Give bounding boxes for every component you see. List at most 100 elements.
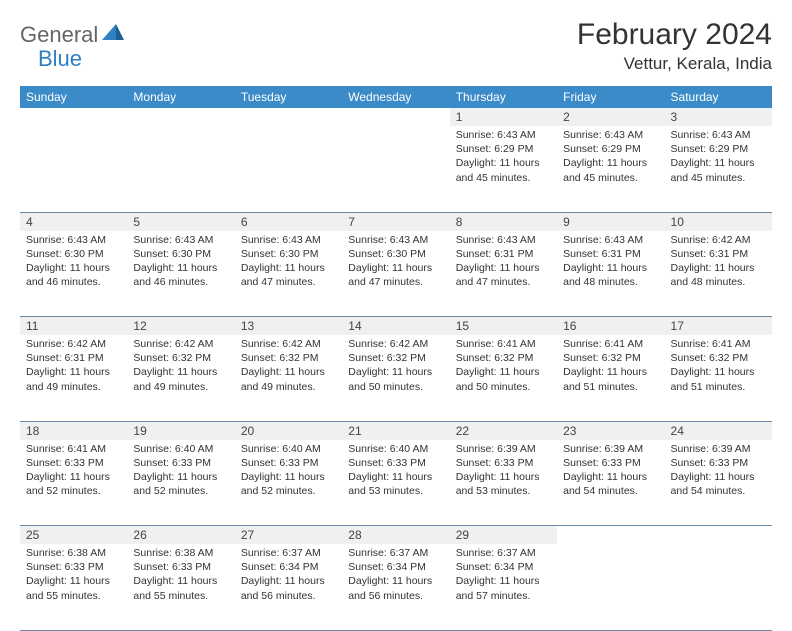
day-number-cell: 8 — [450, 212, 557, 231]
day-header: Sunday — [20, 86, 127, 108]
day-number-cell: 6 — [235, 212, 342, 231]
day-details: Sunrise: 6:42 AMSunset: 6:32 PMDaylight:… — [342, 335, 449, 398]
day-body-cell: Sunrise: 6:43 AMSunset: 6:30 PMDaylight:… — [127, 231, 234, 317]
day-body-cell: Sunrise: 6:38 AMSunset: 6:33 PMDaylight:… — [20, 544, 127, 630]
day-details: Sunrise: 6:40 AMSunset: 6:33 PMDaylight:… — [127, 440, 234, 503]
day-header: Saturday — [665, 86, 772, 108]
day-details: Sunrise: 6:43 AMSunset: 6:29 PMDaylight:… — [450, 126, 557, 189]
day-details: Sunrise: 6:39 AMSunset: 6:33 PMDaylight:… — [450, 440, 557, 503]
day-number-cell: 13 — [235, 317, 342, 336]
day-number-cell: 29 — [450, 526, 557, 545]
day-number-cell: 17 — [665, 317, 772, 336]
day-body-row: Sunrise: 6:41 AMSunset: 6:33 PMDaylight:… — [20, 440, 772, 526]
day-body-cell: Sunrise: 6:41 AMSunset: 6:33 PMDaylight:… — [20, 440, 127, 526]
day-body-cell: Sunrise: 6:37 AMSunset: 6:34 PMDaylight:… — [235, 544, 342, 630]
day-body-cell: Sunrise: 6:43 AMSunset: 6:30 PMDaylight:… — [20, 231, 127, 317]
day-body-cell: Sunrise: 6:38 AMSunset: 6:33 PMDaylight:… — [127, 544, 234, 630]
day-header: Tuesday — [235, 86, 342, 108]
day-details: Sunrise: 6:38 AMSunset: 6:33 PMDaylight:… — [20, 544, 127, 607]
day-number-cell: 21 — [342, 421, 449, 440]
day-number-cell: 11 — [20, 317, 127, 336]
day-number-cell: 2 — [557, 108, 664, 126]
day-body-cell: Sunrise: 6:42 AMSunset: 6:31 PMDaylight:… — [20, 335, 127, 421]
day-body-cell — [342, 126, 449, 212]
day-number-cell — [557, 526, 664, 545]
day-body-cell: Sunrise: 6:39 AMSunset: 6:33 PMDaylight:… — [450, 440, 557, 526]
day-body-cell: Sunrise: 6:37 AMSunset: 6:34 PMDaylight:… — [342, 544, 449, 630]
day-number-cell: 20 — [235, 421, 342, 440]
day-body-row: Sunrise: 6:43 AMSunset: 6:29 PMDaylight:… — [20, 126, 772, 212]
day-details: Sunrise: 6:41 AMSunset: 6:32 PMDaylight:… — [665, 335, 772, 398]
day-body-cell: Sunrise: 6:39 AMSunset: 6:33 PMDaylight:… — [665, 440, 772, 526]
calendar-header-row: SundayMondayTuesdayWednesdayThursdayFrid… — [20, 86, 772, 108]
day-number-cell: 16 — [557, 317, 664, 336]
day-details: Sunrise: 6:40 AMSunset: 6:33 PMDaylight:… — [235, 440, 342, 503]
day-body-cell: Sunrise: 6:43 AMSunset: 6:29 PMDaylight:… — [665, 126, 772, 212]
day-body-cell: Sunrise: 6:41 AMSunset: 6:32 PMDaylight:… — [450, 335, 557, 421]
day-body-cell: Sunrise: 6:42 AMSunset: 6:32 PMDaylight:… — [342, 335, 449, 421]
day-number-cell — [20, 108, 127, 126]
day-header: Friday — [557, 86, 664, 108]
day-body-cell: Sunrise: 6:43 AMSunset: 6:31 PMDaylight:… — [450, 231, 557, 317]
day-number-row: 2526272829 — [20, 526, 772, 545]
day-number-cell: 28 — [342, 526, 449, 545]
day-body-cell: Sunrise: 6:41 AMSunset: 6:32 PMDaylight:… — [665, 335, 772, 421]
day-body-row: Sunrise: 6:43 AMSunset: 6:30 PMDaylight:… — [20, 231, 772, 317]
day-number-cell: 10 — [665, 212, 772, 231]
day-header: Monday — [127, 86, 234, 108]
day-details: Sunrise: 6:38 AMSunset: 6:33 PMDaylight:… — [127, 544, 234, 607]
day-body-cell — [20, 126, 127, 212]
day-body-cell: Sunrise: 6:37 AMSunset: 6:34 PMDaylight:… — [450, 544, 557, 630]
day-number-row: 11121314151617 — [20, 317, 772, 336]
day-number-cell: 23 — [557, 421, 664, 440]
day-body-cell — [127, 126, 234, 212]
calendar-table: SundayMondayTuesdayWednesdayThursdayFrid… — [20, 86, 772, 631]
day-number-cell: 4 — [20, 212, 127, 231]
header: General February 2024 Vettur, Kerala, In… — [20, 18, 772, 74]
day-number-cell — [235, 108, 342, 126]
day-details: Sunrise: 6:40 AMSunset: 6:33 PMDaylight:… — [342, 440, 449, 503]
day-details: Sunrise: 6:37 AMSunset: 6:34 PMDaylight:… — [450, 544, 557, 607]
day-number-cell: 27 — [235, 526, 342, 545]
day-body-cell: Sunrise: 6:40 AMSunset: 6:33 PMDaylight:… — [127, 440, 234, 526]
day-body-cell: Sunrise: 6:40 AMSunset: 6:33 PMDaylight:… — [342, 440, 449, 526]
title-block: February 2024 Vettur, Kerala, India — [577, 18, 772, 74]
day-body-cell: Sunrise: 6:43 AMSunset: 6:30 PMDaylight:… — [342, 231, 449, 317]
day-number-row: 123 — [20, 108, 772, 126]
logo-blue-line: Blue — [38, 46, 82, 72]
day-body-row: Sunrise: 6:42 AMSunset: 6:31 PMDaylight:… — [20, 335, 772, 421]
day-number-row: 18192021222324 — [20, 421, 772, 440]
day-details: Sunrise: 6:42 AMSunset: 6:31 PMDaylight:… — [20, 335, 127, 398]
day-details: Sunrise: 6:43 AMSunset: 6:30 PMDaylight:… — [342, 231, 449, 294]
day-details: Sunrise: 6:43 AMSunset: 6:29 PMDaylight:… — [665, 126, 772, 189]
day-details: Sunrise: 6:39 AMSunset: 6:33 PMDaylight:… — [665, 440, 772, 503]
day-details: Sunrise: 6:43 AMSunset: 6:29 PMDaylight:… — [557, 126, 664, 189]
day-details: Sunrise: 6:39 AMSunset: 6:33 PMDaylight:… — [557, 440, 664, 503]
day-number-cell: 22 — [450, 421, 557, 440]
day-body-cell: Sunrise: 6:39 AMSunset: 6:33 PMDaylight:… — [557, 440, 664, 526]
day-number-cell: 1 — [450, 108, 557, 126]
day-number-cell — [665, 526, 772, 545]
logo-text-general: General — [20, 22, 98, 48]
day-body-row: Sunrise: 6:38 AMSunset: 6:33 PMDaylight:… — [20, 544, 772, 630]
day-body-cell — [665, 544, 772, 630]
day-number-cell: 5 — [127, 212, 234, 231]
day-header: Thursday — [450, 86, 557, 108]
day-number-cell — [127, 108, 234, 126]
day-details: Sunrise: 6:41 AMSunset: 6:32 PMDaylight:… — [450, 335, 557, 398]
day-number-cell: 24 — [665, 421, 772, 440]
triangle-icon — [102, 24, 124, 47]
day-details: Sunrise: 6:43 AMSunset: 6:30 PMDaylight:… — [127, 231, 234, 294]
day-body-cell: Sunrise: 6:42 AMSunset: 6:32 PMDaylight:… — [235, 335, 342, 421]
day-details: Sunrise: 6:41 AMSunset: 6:32 PMDaylight:… — [557, 335, 664, 398]
logo-text-blue: Blue — [38, 46, 82, 71]
day-details: Sunrise: 6:43 AMSunset: 6:31 PMDaylight:… — [450, 231, 557, 294]
day-details: Sunrise: 6:42 AMSunset: 6:32 PMDaylight:… — [127, 335, 234, 398]
day-details: Sunrise: 6:42 AMSunset: 6:31 PMDaylight:… — [665, 231, 772, 294]
location: Vettur, Kerala, India — [577, 54, 772, 74]
day-details: Sunrise: 6:37 AMSunset: 6:34 PMDaylight:… — [342, 544, 449, 607]
day-number-cell: 9 — [557, 212, 664, 231]
day-number-cell: 14 — [342, 317, 449, 336]
day-details: Sunrise: 6:43 AMSunset: 6:31 PMDaylight:… — [557, 231, 664, 294]
day-body-cell: Sunrise: 6:43 AMSunset: 6:31 PMDaylight:… — [557, 231, 664, 317]
